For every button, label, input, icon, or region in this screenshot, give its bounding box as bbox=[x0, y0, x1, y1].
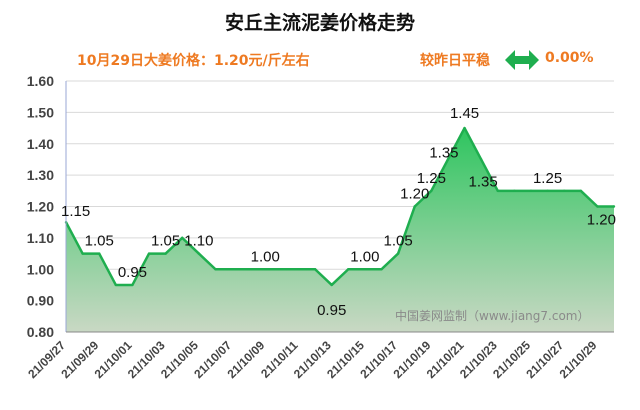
data-point bbox=[114, 283, 118, 287]
data-label: 0.95 bbox=[118, 264, 147, 281]
watermark: 中国姜网监制（www.jiang7.com） bbox=[395, 308, 589, 323]
double-arrow-icon bbox=[505, 50, 539, 70]
data-label: 1.15 bbox=[61, 203, 90, 220]
x-tick-label: 21/10/29 bbox=[557, 338, 600, 381]
data-point bbox=[413, 205, 416, 208]
y-tick-label: 1.10 bbox=[27, 230, 54, 246]
data-point bbox=[297, 268, 300, 271]
price-area bbox=[66, 128, 614, 332]
data-label: 1.20 bbox=[400, 186, 429, 203]
data-point bbox=[546, 189, 549, 193]
data-point bbox=[430, 189, 433, 193]
data-label: 1.10 bbox=[184, 233, 213, 250]
data-point bbox=[612, 205, 616, 208]
data-point bbox=[496, 189, 499, 193]
data-label: 1.25 bbox=[417, 170, 446, 187]
y-tick-label: 1.20 bbox=[27, 199, 54, 215]
data-point bbox=[529, 189, 533, 193]
data-label: 1.05 bbox=[384, 233, 413, 250]
data-label: 1.25 bbox=[533, 170, 562, 187]
y-tick-label: 1.50 bbox=[27, 104, 54, 120]
chart-title: 安丘主流泥姜价格走势 bbox=[224, 12, 415, 34]
data-label: 1.05 bbox=[85, 233, 114, 250]
data-point bbox=[479, 158, 483, 161]
data-point bbox=[363, 268, 367, 271]
price-line bbox=[64, 126, 614, 287]
y-tick-label: 0.80 bbox=[27, 324, 54, 340]
data-point bbox=[463, 126, 466, 130]
data-point bbox=[347, 268, 350, 271]
data-point bbox=[330, 283, 333, 287]
y-tick-label: 1.60 bbox=[27, 73, 54, 89]
data-point bbox=[81, 252, 84, 255]
data-point bbox=[247, 268, 250, 271]
data-point bbox=[264, 268, 267, 271]
data-point bbox=[214, 268, 217, 271]
data-point bbox=[380, 268, 383, 271]
y-tick-label: 1.00 bbox=[27, 261, 54, 277]
data-point bbox=[280, 268, 284, 271]
data-point bbox=[147, 252, 151, 255]
data-label: 0.95 bbox=[317, 302, 346, 319]
data-point bbox=[596, 205, 599, 208]
compare-label: 较昨日平稳 bbox=[420, 53, 490, 69]
data-point bbox=[164, 252, 167, 255]
data-point bbox=[230, 268, 234, 271]
data-point bbox=[131, 283, 134, 287]
data-point bbox=[313, 268, 317, 271]
data-point bbox=[181, 236, 184, 240]
data-label: 1.20 bbox=[587, 212, 616, 229]
data-point bbox=[513, 189, 516, 193]
data-point bbox=[579, 189, 582, 193]
price-subtitle: 10月29日大姜价格：1.20元/斤左右 bbox=[77, 53, 310, 69]
data-label: 1.35 bbox=[429, 144, 458, 161]
data-point bbox=[562, 189, 566, 193]
data-label: 1.00 bbox=[251, 248, 280, 265]
data-point bbox=[98, 252, 101, 255]
change-value: 0.00% bbox=[545, 50, 594, 66]
data-label: 1.45 bbox=[450, 105, 479, 122]
y-tick-label: 1.40 bbox=[27, 136, 54, 152]
y-tick-label: 0.90 bbox=[27, 293, 54, 309]
data-point bbox=[396, 252, 400, 255]
data-label: 1.05 bbox=[151, 233, 180, 250]
data-point bbox=[197, 252, 201, 255]
data-label: 1.35 bbox=[469, 173, 498, 190]
data-point bbox=[446, 158, 450, 161]
data-label: 1.00 bbox=[350, 248, 379, 265]
y-tick-label: 1.30 bbox=[27, 167, 54, 183]
